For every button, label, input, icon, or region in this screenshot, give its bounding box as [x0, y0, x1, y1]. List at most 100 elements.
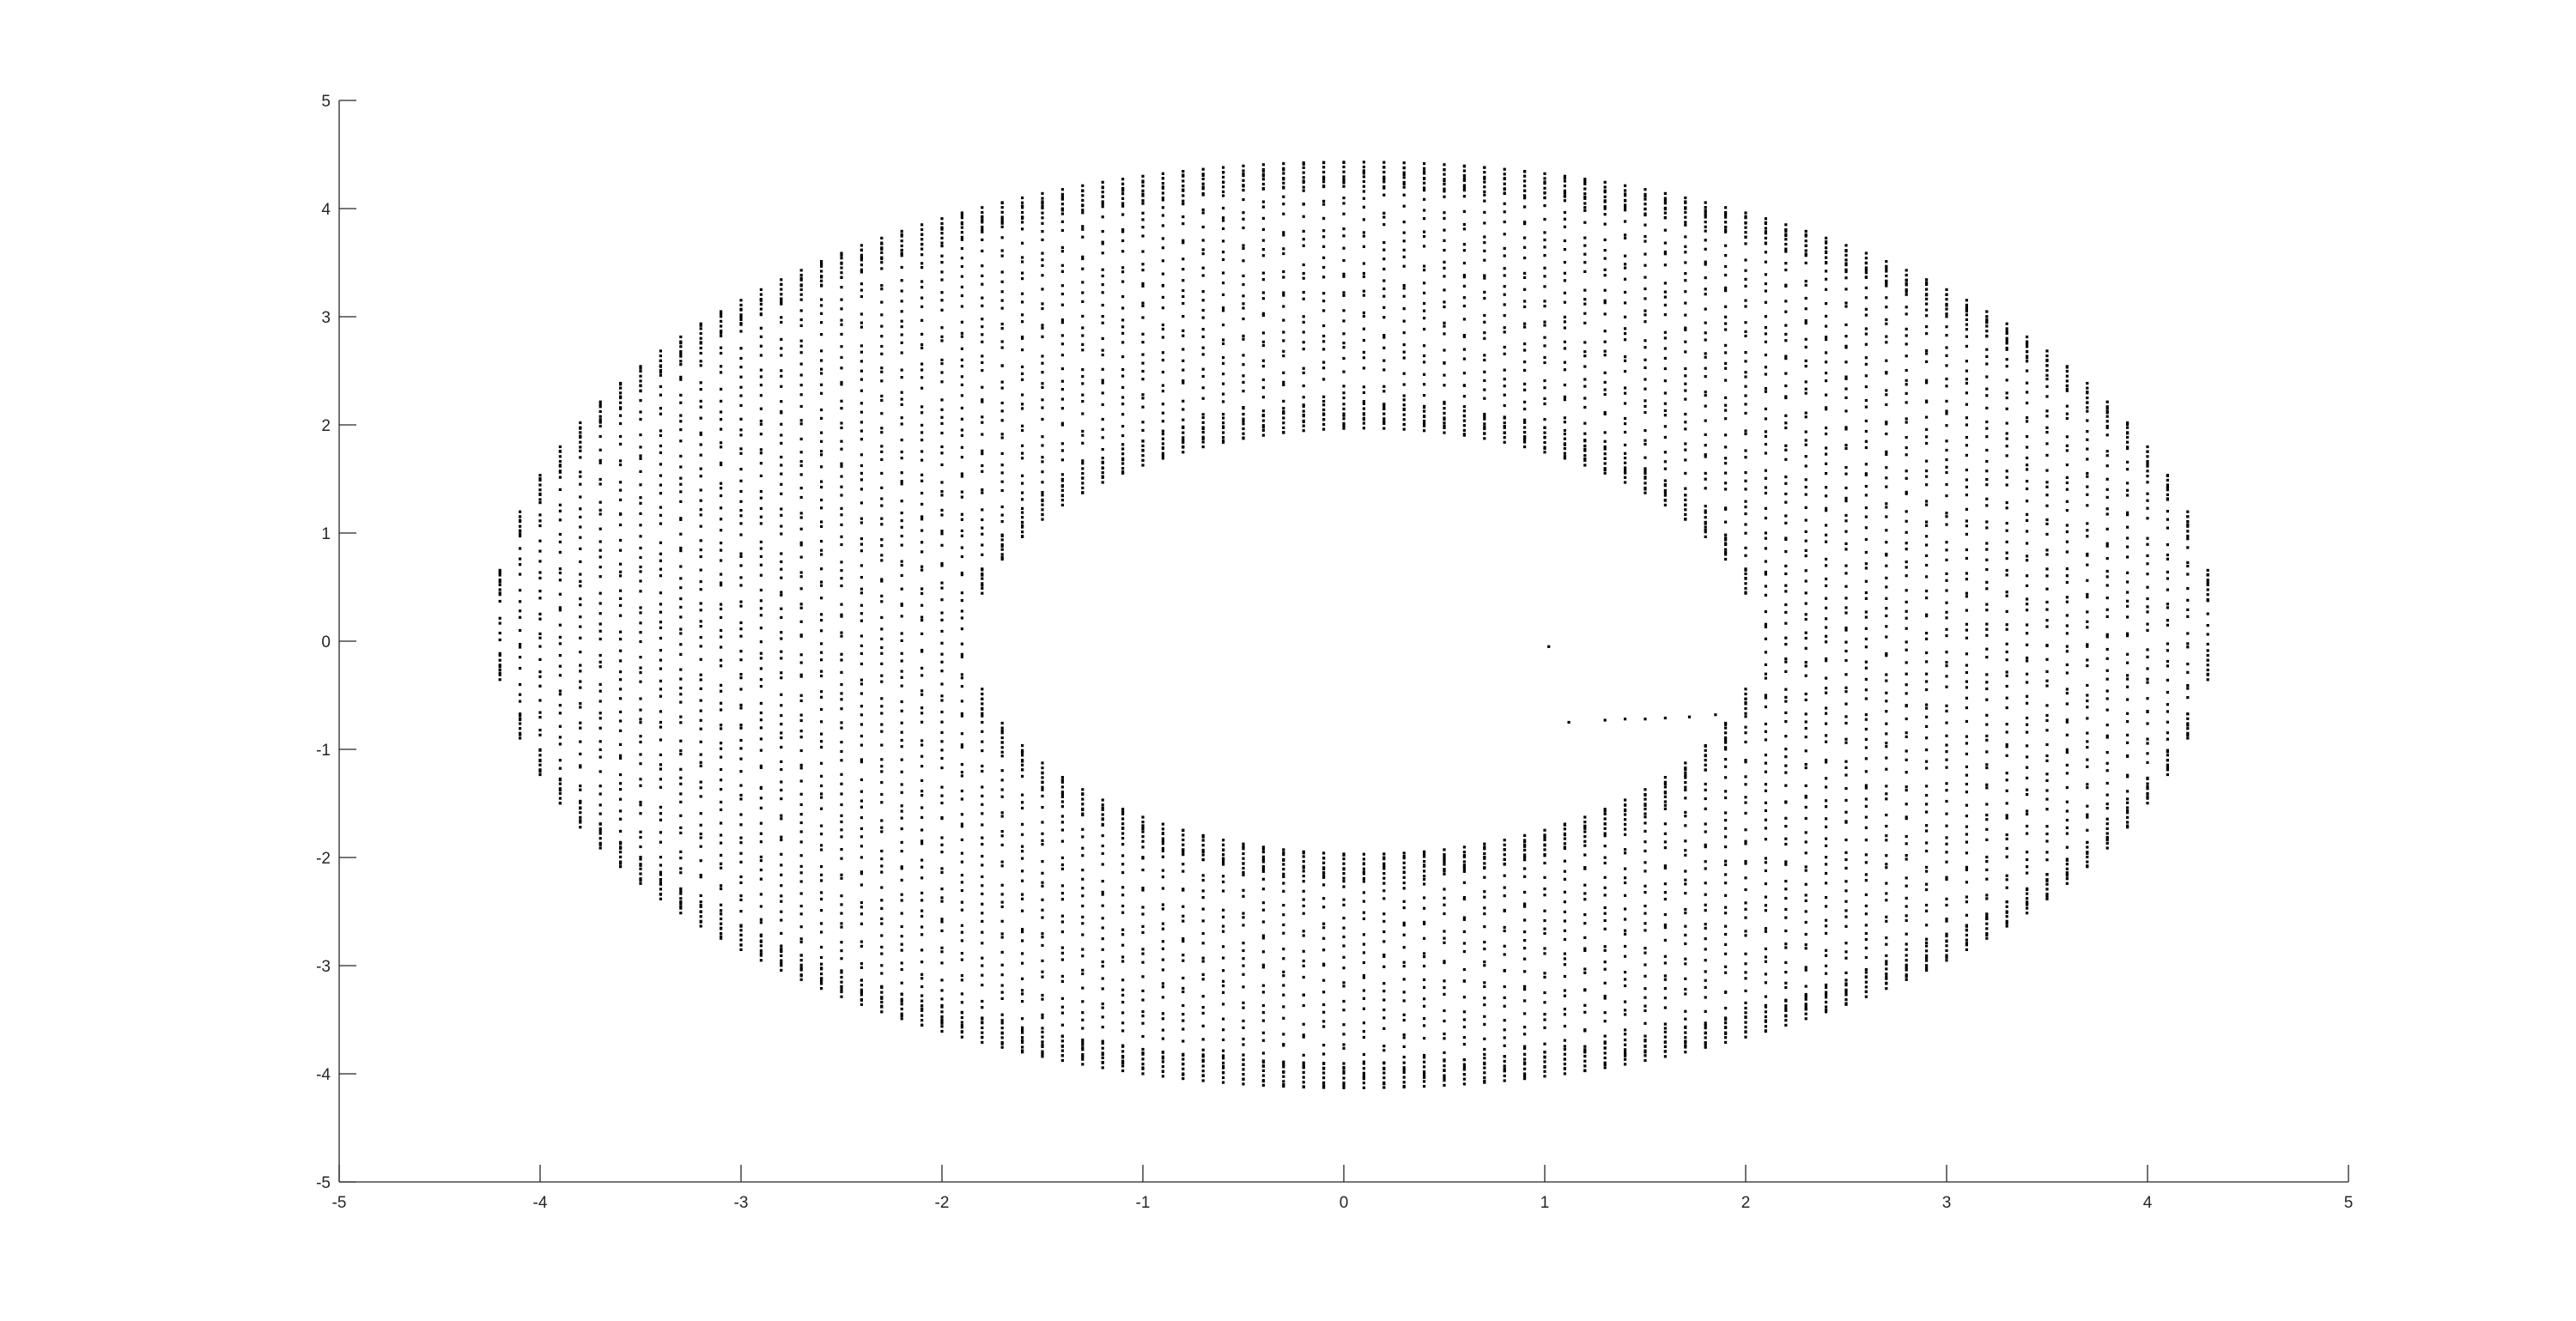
scatter-point — [1060, 196, 1064, 199]
scatter-point — [1161, 172, 1164, 175]
scatter-point — [1483, 370, 1486, 373]
scatter-point — [880, 427, 884, 430]
scatter-point — [1242, 1006, 1245, 1009]
scatter-point — [1624, 978, 1627, 981]
scatter-point — [1060, 503, 1064, 506]
scatter-point — [1744, 284, 1747, 288]
scatter-point — [960, 365, 963, 368]
scatter-point — [1583, 883, 1587, 887]
scatter-point — [1583, 298, 1587, 301]
scatter-point — [900, 376, 903, 379]
scatter-point — [1583, 321, 1587, 324]
scatter-point — [1141, 353, 1145, 356]
scatter-point — [981, 228, 984, 232]
scatter-point — [880, 471, 884, 475]
scatter-point — [639, 470, 642, 473]
scatter-point — [1282, 872, 1285, 876]
scatter-point — [860, 778, 863, 781]
scatter-point — [1081, 375, 1084, 379]
scatter-point — [1684, 196, 1687, 200]
scatter-point — [1081, 433, 1084, 437]
scatter-point — [981, 421, 984, 424]
scatter-point — [1483, 906, 1486, 910]
scatter-point — [558, 777, 562, 780]
scatter-point — [1261, 860, 1265, 863]
scatter-point — [1724, 906, 1728, 909]
scatter-point — [1060, 342, 1064, 346]
scatter-point — [1724, 1006, 1728, 1010]
scatter-point — [799, 344, 803, 348]
scatter-point — [981, 333, 984, 336]
scatter-point — [1362, 161, 1365, 164]
scatter-point — [1222, 1066, 1225, 1070]
scatter-point — [960, 860, 963, 863]
scatter-point — [598, 755, 602, 759]
scatter-point — [1101, 195, 1104, 198]
scatter-point — [920, 518, 924, 521]
scatter-point — [1161, 907, 1164, 911]
scatter-point — [720, 645, 723, 649]
scatter-point — [1000, 433, 1004, 436]
scatter-point — [1684, 1044, 1687, 1047]
scatter-point — [1302, 185, 1305, 189]
scatter-point — [920, 619, 924, 622]
scatter-point — [1643, 803, 1647, 806]
scatter-point — [1784, 603, 1788, 607]
scatter-point — [659, 349, 662, 353]
scatter-point — [1784, 492, 1788, 495]
scatter-point — [1543, 828, 1546, 832]
scatter-point — [1563, 846, 1566, 850]
scatter-point — [739, 793, 743, 797]
scatter-point — [860, 321, 863, 324]
scatter-point — [759, 893, 762, 896]
scatter-point — [1764, 517, 1767, 520]
scatter-point — [1643, 467, 1647, 470]
scatter-point — [1423, 181, 1426, 185]
scatter-point — [900, 319, 903, 323]
scatter-point — [1362, 1074, 1365, 1077]
scatter-point — [1543, 972, 1546, 975]
scatter-point — [1684, 397, 1687, 401]
scatter-point — [720, 346, 723, 349]
scatter-point — [1643, 951, 1647, 954]
scatter-point — [1242, 173, 1245, 176]
scatter-point — [1081, 281, 1084, 284]
scatter-point — [1242, 274, 1245, 277]
scatter-point — [1462, 274, 1466, 277]
scatter-point — [699, 588, 702, 591]
scatter-point — [1021, 833, 1024, 836]
scatter-point — [1222, 991, 1225, 994]
scatter-point — [1624, 851, 1627, 855]
scatter-point — [1182, 1027, 1185, 1031]
scatter-point — [1603, 876, 1607, 879]
scatter-point — [1242, 164, 1245, 167]
scatter-point — [1302, 860, 1305, 863]
scatter-point — [1041, 481, 1044, 484]
scatter-point — [739, 770, 743, 773]
scatter-point — [1784, 735, 1788, 738]
scatter-point — [940, 682, 944, 686]
scatter-point — [1764, 451, 1767, 455]
scatter-point — [860, 591, 863, 595]
scatter-point — [1443, 248, 1446, 252]
scatter-point — [1161, 384, 1164, 387]
scatter-point — [538, 483, 542, 487]
scatter-point — [699, 431, 702, 434]
scatter-point — [1684, 785, 1687, 789]
scatter-point — [1784, 916, 1788, 919]
scatter-point — [619, 597, 623, 600]
scatter-point — [659, 658, 662, 662]
scatter-point — [1684, 824, 1687, 827]
scatter-point — [1543, 888, 1546, 891]
scatter-point — [1643, 476, 1647, 480]
scatter-point — [780, 422, 783, 426]
scatter-point — [619, 498, 623, 501]
scatter-point — [1261, 867, 1265, 871]
scatter-point — [1563, 1067, 1566, 1070]
scatter-point — [1704, 525, 1707, 529]
scatter-point — [598, 512, 602, 516]
scatter-point — [1583, 827, 1587, 830]
scatter-point — [860, 979, 863, 982]
scatter-point — [1302, 880, 1305, 883]
scatter-point — [1382, 161, 1386, 164]
